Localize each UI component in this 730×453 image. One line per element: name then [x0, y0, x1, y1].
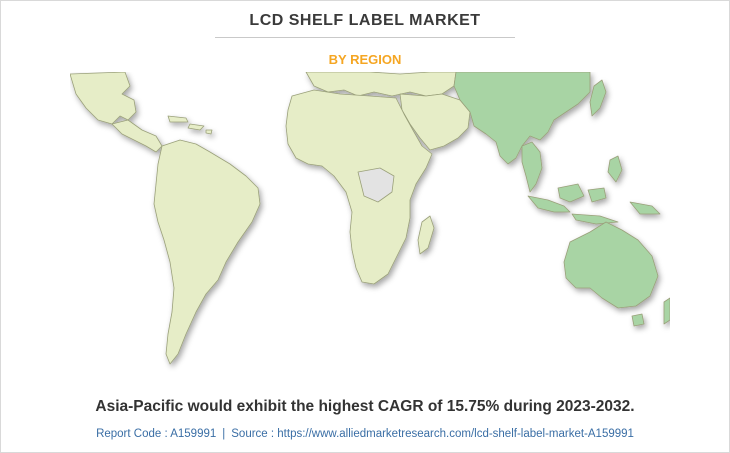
title-divider — [215, 37, 515, 38]
region-japan — [589, 79, 607, 117]
region-madagascar — [417, 215, 435, 255]
source-link[interactable]: Source : https://www.alliedmarketresearc… — [231, 428, 634, 440]
region-europe — [305, 72, 457, 97]
source-separator: | — [222, 428, 226, 440]
world-region-map — [70, 72, 670, 365]
region-central-america — [111, 119, 163, 153]
chart-subtitle: BY REGION — [328, 52, 402, 67]
region-asia-pacific — [453, 72, 591, 165]
region-north-america — [70, 72, 137, 125]
region-africa — [285, 89, 433, 285]
region-latin-america — [153, 139, 261, 365]
region-new-zealand — [663, 297, 670, 325]
region-indonesia — [527, 155, 661, 225]
region-caribbean — [167, 115, 213, 135]
insight-caption: Asia-Pacific would exhibit the highest C… — [95, 398, 635, 415]
region-tasmania — [631, 313, 645, 327]
chart-title: LCD SHELF LABEL MARKET — [249, 12, 481, 29]
region-no-data — [357, 167, 395, 203]
region-australia — [563, 221, 659, 309]
region-southeast-asia — [521, 141, 543, 193]
report-code: Report Code : A159991 — [96, 428, 217, 440]
source-line: Report Code : A159991 | Source : https://w… — [0, 428, 730, 440]
